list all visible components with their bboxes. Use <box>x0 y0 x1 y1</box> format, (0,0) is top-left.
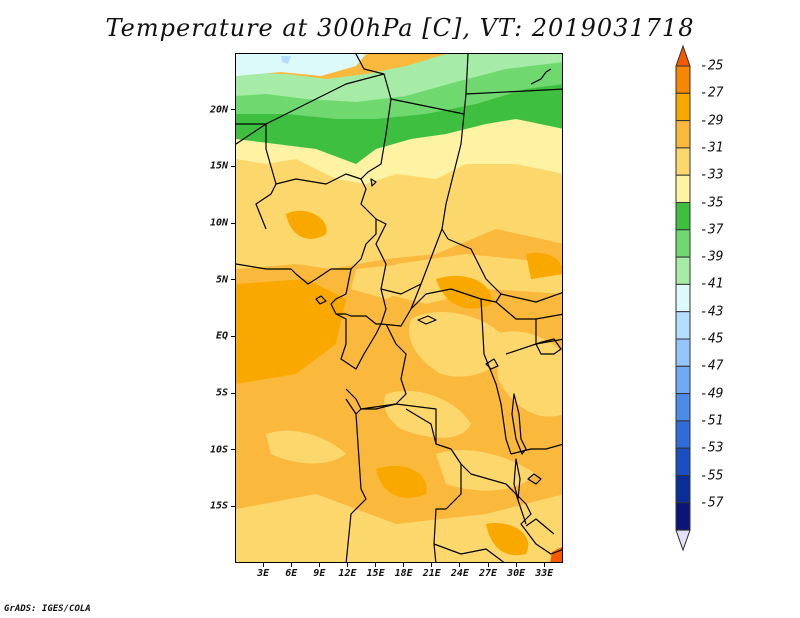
field-minus43 <box>281 56 291 64</box>
x-tick-label: 3E <box>257 568 270 579</box>
colorbar-label: -41 <box>700 276 724 292</box>
field-minus41 <box>236 54 366 76</box>
colorbar-swatch <box>675 229 691 258</box>
colorbar-bottom-arrow <box>675 529 691 552</box>
y-tick-label: 15S <box>209 500 228 512</box>
x-tick-mark <box>318 562 320 567</box>
y-tick-label: 15N <box>209 160 228 172</box>
field-minus39 <box>236 54 562 102</box>
colorbar-label: -39 <box>700 249 724 265</box>
colorbar-label: -33 <box>700 167 724 183</box>
x-tick-mark <box>346 562 348 567</box>
colorbar-label: -25 <box>700 58 724 74</box>
colorbar-top-arrow <box>675 44 691 67</box>
colorbar-swatch <box>675 174 691 203</box>
colorbar-label: -27 <box>700 85 724 101</box>
y-tick-mark <box>231 505 236 507</box>
x-tick-label: 15E <box>366 568 385 579</box>
y-tick-mark <box>231 165 236 167</box>
x-tick-label: 6E <box>285 568 298 579</box>
colorbar-label: -29 <box>700 113 724 129</box>
y-tick-label: 20N <box>209 104 228 116</box>
colorbar-swatch <box>675 202 691 231</box>
colorbar-swatch <box>675 502 691 531</box>
colorbar-label: -47 <box>700 358 724 374</box>
y-tick-mark <box>231 279 236 281</box>
colorbar-swatch <box>675 393 691 422</box>
x-tick-mark <box>431 562 433 567</box>
x-tick-label: 33E <box>535 568 554 579</box>
colorbar-swatch <box>675 92 691 122</box>
colorbar-label: -51 <box>700 413 724 429</box>
colorbar-swatch <box>675 447 691 477</box>
x-tick-label: 24E <box>450 568 469 579</box>
x-tick-label: 9E <box>313 568 326 579</box>
colorbar-swatch <box>675 120 691 149</box>
colorbar-swatch <box>675 311 691 340</box>
colorbar-label: -55 <box>700 468 724 483</box>
colorbar-label: -57 <box>700 495 724 511</box>
colorbar-label: -53 <box>700 440 724 456</box>
x-tick-label: 12E <box>338 568 357 579</box>
y-tick-mark <box>231 449 236 451</box>
x-tick-mark <box>290 562 292 567</box>
colorbar-swatch <box>675 283 691 313</box>
colorbar-label: -31 <box>700 140 724 156</box>
colorbar-label: -49 <box>700 386 724 402</box>
colorbar-svg <box>675 44 691 552</box>
x-tick-mark <box>515 562 517 567</box>
colorbar-swatch <box>675 365 691 395</box>
colorbar-swatch <box>675 256 691 285</box>
x-tick-mark <box>375 562 377 567</box>
map-panel <box>235 53 563 563</box>
temperature-field-map <box>236 54 562 562</box>
colorbar-swatch <box>675 65 691 94</box>
country-borders <box>236 54 562 562</box>
y-tick-label: 5S <box>215 387 228 399</box>
x-tick-mark <box>403 562 405 567</box>
colorbar-swatch <box>675 420 691 449</box>
y-tick-mark <box>231 222 236 224</box>
colorbar-swatch <box>675 338 691 367</box>
chart-title: Temperature at 300hPa [C], VT: 201903171… <box>105 14 695 42</box>
y-tick-mark <box>231 392 236 394</box>
grads-credit: GrADS: IGES/COLA <box>4 604 91 614</box>
field-minus27 <box>236 210 562 556</box>
x-tick-label: 27E <box>478 568 498 579</box>
y-tick-label: 10N <box>209 217 228 229</box>
y-tick-label: EQ <box>215 330 228 342</box>
x-tick-mark <box>262 562 264 567</box>
y-tick-mark <box>231 109 236 111</box>
y-tick-mark <box>231 335 236 337</box>
colorbar-swatch <box>675 475 691 504</box>
x-tick-mark <box>543 562 545 567</box>
x-tick-label: 30E <box>507 568 526 579</box>
x-tick-label: 21E <box>422 568 441 579</box>
x-tick-label: 18E <box>394 568 413 579</box>
x-tick-mark <box>459 562 461 567</box>
x-tick-mark <box>487 562 489 567</box>
y-tick-label: 5N <box>215 274 228 286</box>
lake-outline <box>511 393 527 455</box>
colorbar-label: -35 <box>700 195 724 210</box>
colorbar-label: -37 <box>700 222 724 238</box>
colorbar-label: -45 <box>700 331 724 347</box>
colorbar-swatch <box>675 147 691 176</box>
colorbar-label: -43 <box>700 304 724 320</box>
y-tick-label: 10S <box>209 444 228 456</box>
